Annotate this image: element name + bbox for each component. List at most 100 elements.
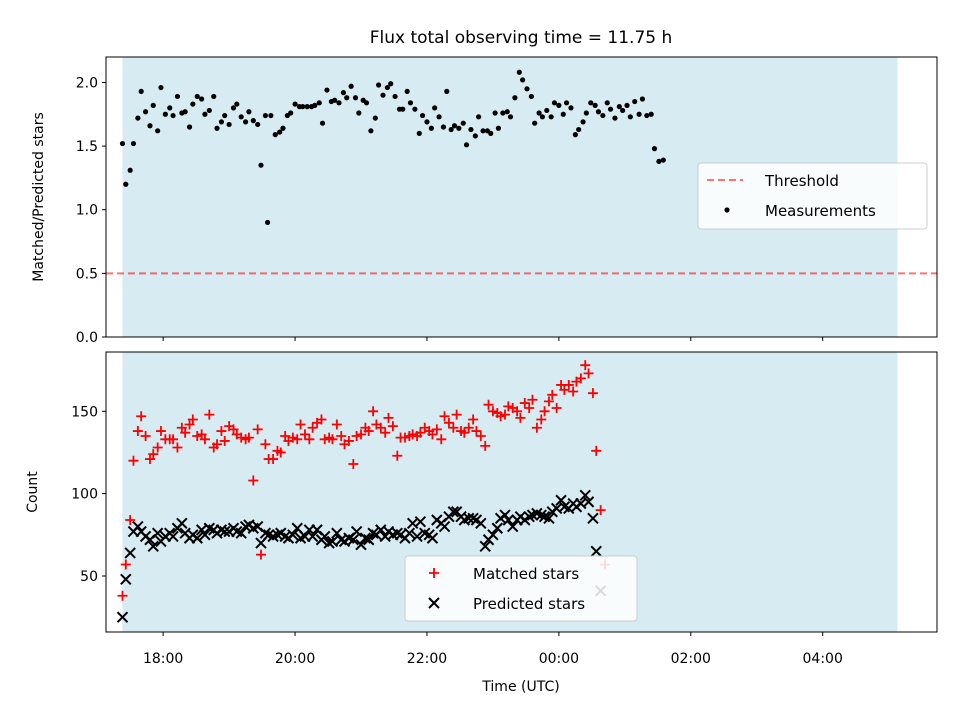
matched-stars-point — [132, 426, 143, 437]
matched-stars-point — [583, 368, 594, 379]
measurement-point — [123, 181, 129, 187]
top-y-tick-label: 0.0 — [76, 330, 98, 346]
measurement-point — [138, 88, 144, 94]
measurement-point — [142, 109, 149, 115]
measurement-point — [500, 110, 506, 116]
predicted-stars-point — [479, 540, 491, 553]
matched-stars-point — [503, 401, 514, 412]
predicted-stars-point — [502, 514, 515, 526]
matched-stars-point — [519, 398, 530, 409]
matched-stars-point — [192, 431, 203, 441]
predicted-stars-point — [306, 530, 319, 543]
measurement-point — [280, 125, 286, 131]
measurement-point — [135, 115, 141, 121]
matched-stars-point — [575, 373, 586, 384]
predicted-stars-point — [367, 527, 379, 539]
legend-matched-swatch — [429, 568, 439, 578]
measurement-point — [404, 88, 410, 94]
top-y-axis-label: Matched/Predicted stars — [31, 112, 47, 282]
measurement-point — [324, 87, 330, 93]
legend-box — [697, 162, 928, 230]
x-tick-label: 02:00 — [671, 651, 711, 667]
measurement-point — [206, 107, 212, 114]
predicted-stars-point — [475, 517, 487, 530]
matched-stars-point — [399, 432, 410, 443]
matched-stars-point — [187, 414, 198, 425]
measurement-point — [199, 96, 205, 102]
measurement-point — [627, 114, 633, 120]
predicted-stars-point — [124, 547, 136, 559]
measurement-point — [424, 119, 430, 125]
predicted-stars-point — [326, 535, 339, 548]
measurement-point — [272, 132, 278, 138]
matched-stars-point — [527, 394, 538, 405]
x-tick-label: 04:00 — [803, 651, 843, 667]
matched-stars-point — [343, 435, 354, 446]
predicted-stars-point — [523, 510, 535, 523]
measurement-point — [190, 101, 196, 107]
matched-stars-point — [495, 411, 506, 422]
matched-stars-point — [451, 409, 462, 420]
predicted-stars-point — [487, 529, 499, 541]
predicted-stars-point — [355, 538, 367, 551]
measurement-point — [456, 125, 462, 131]
predicted-stars-point — [363, 534, 375, 546]
measurement-point — [583, 110, 589, 116]
matched-stars-point — [375, 422, 386, 433]
measurement-point — [644, 112, 650, 119]
measurement-point — [155, 128, 161, 134]
matched-stars-point — [307, 422, 318, 433]
measurement-point — [384, 84, 390, 91]
matched-stars-point — [368, 406, 379, 417]
measurement-point — [304, 104, 310, 110]
measurement-point — [332, 97, 338, 103]
matched-stars-point — [468, 414, 479, 425]
predicted-stars-point — [491, 522, 504, 534]
measurement-point — [488, 130, 494, 136]
matched-stars-point — [543, 396, 554, 407]
measurement-point — [127, 167, 133, 173]
measurement-point — [226, 121, 232, 128]
measurement-point — [319, 120, 326, 126]
measurement-point — [580, 119, 586, 125]
matched-stars-point — [255, 549, 266, 560]
bottom-axes-frame — [105, 351, 938, 633]
legend-measurements-swatch — [724, 207, 730, 213]
matched-stars-point — [536, 414, 547, 425]
matched-stars-point — [531, 422, 542, 433]
matched-stars-point — [336, 431, 347, 441]
measurement-point — [167, 105, 173, 111]
measurement-point — [419, 112, 426, 119]
measurement-point — [356, 110, 362, 116]
top-y-tick-label: 1.0 — [76, 203, 98, 219]
matched-stars-point — [140, 431, 151, 441]
measurement-point — [660, 157, 666, 163]
measurement-point — [368, 128, 374, 134]
matched-stars-point — [316, 414, 327, 425]
measurement-point — [130, 140, 137, 147]
matched-stars-point — [117, 590, 128, 601]
predicted-stars-point — [347, 534, 360, 546]
matched-stars-point — [587, 388, 598, 399]
matched-stars-point — [483, 399, 494, 410]
predicted-stars-point — [414, 515, 427, 528]
x-tick-label: 22:00 — [407, 651, 447, 667]
measurement-point — [372, 115, 378, 121]
matched-stars-point — [287, 432, 298, 443]
measurement-point — [636, 111, 642, 117]
predicted-stars-point — [391, 527, 403, 539]
measurement-point — [436, 114, 442, 120]
predicted-stars-point — [467, 512, 479, 525]
predicted-stars-point — [506, 520, 519, 533]
matched-stars-point — [216, 426, 227, 437]
matched-stars-point — [204, 409, 215, 420]
matched-stars-point — [268, 454, 279, 465]
matched-stars-point — [125, 515, 136, 525]
measurement-point — [507, 114, 514, 120]
measurement-point — [616, 104, 622, 110]
measurement-point — [539, 114, 545, 120]
bottom-y-axis-label: Count — [25, 471, 41, 513]
predicted-stars-point — [543, 512, 555, 525]
matched-stars-point — [168, 434, 179, 445]
